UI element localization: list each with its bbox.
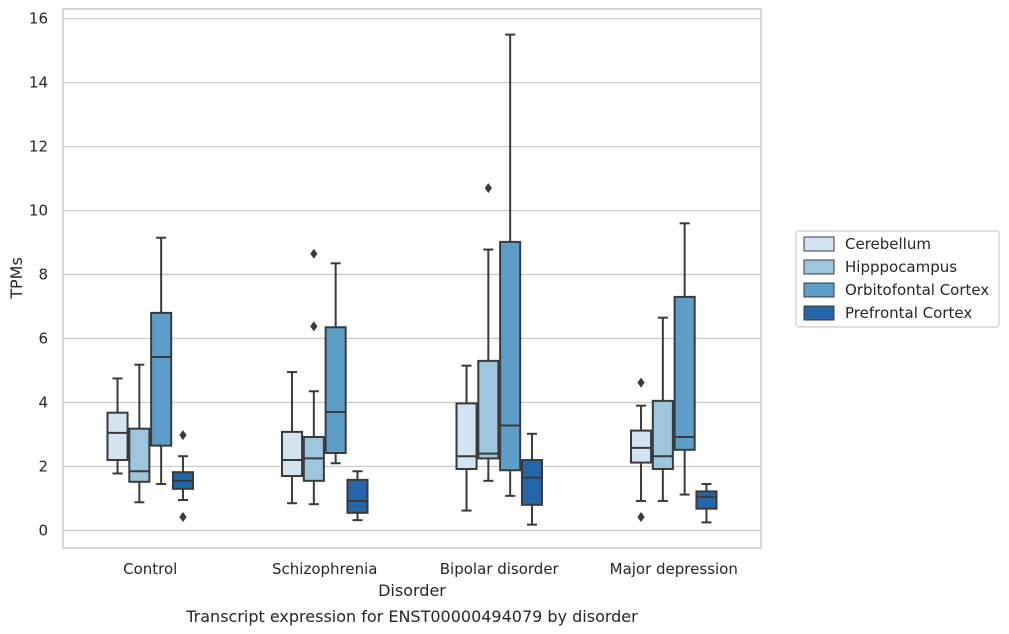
x-tick-labels: Control Schizophrenia Bipolar disorder Majo… [123, 560, 738, 578]
legend-swatch-0 [803, 236, 835, 252]
chart-caption: Transcript expression for ENST0000049407… [185, 607, 638, 626]
outlier-1 [310, 321, 318, 332]
outlier-1 [637, 511, 645, 522]
x-tick-label-0: Control [123, 560, 177, 578]
legend-label-1: Hipppocampus [845, 258, 957, 276]
y-tick-label-1: 2 [38, 457, 48, 475]
y-tick-label-6: 12 [29, 138, 48, 156]
legend: Cerebellum Hipppocampus Orbitofontal Corte… [795, 230, 1000, 328]
x-tick-label-1: Schizophrenia [272, 560, 377, 578]
outlier-0 [179, 430, 187, 441]
box-body [695, 490, 718, 510]
box-body [499, 240, 522, 472]
outlier-0 [637, 377, 645, 388]
box-body [346, 478, 369, 514]
y-tick-label-2: 4 [38, 393, 48, 411]
box-3-1 [651, 316, 674, 502]
box-2-0 [455, 364, 478, 512]
y-tick-label-0: 0 [38, 521, 48, 539]
box-1-0 [280, 371, 304, 505]
x-tick-label-2: Bipolar disorder [440, 560, 560, 578]
y-tick-label-4: 8 [38, 266, 48, 284]
box-body [280, 430, 304, 478]
box-body [673, 295, 696, 451]
box-body [520, 459, 544, 506]
box-body [106, 411, 129, 462]
y-tick-label-8: 16 [29, 10, 48, 28]
box-body [455, 402, 478, 470]
legend-label-0: Cerebellum [845, 235, 931, 253]
box-1-1 [302, 248, 325, 506]
outlier-0 [484, 183, 492, 194]
outlier-0 [310, 248, 318, 259]
box-body [324, 326, 347, 454]
box-body [629, 429, 653, 464]
box-body [651, 399, 674, 470]
box-2-3 [520, 432, 544, 526]
box-3-2 [673, 222, 696, 496]
y-tick-label-7: 14 [29, 74, 48, 92]
box-2-2 [499, 33, 522, 497]
y-tick-label-3: 6 [38, 329, 48, 347]
box-3-3 [695, 483, 718, 524]
box-0-3 [171, 430, 195, 522]
x-tick-label-3: Major depression [610, 560, 738, 578]
legend-frame [795, 230, 1000, 328]
box-1-2 [324, 262, 347, 465]
box-body [150, 311, 173, 447]
legend-swatch-2 [803, 282, 835, 298]
y-tick-label-5: 10 [29, 202, 48, 220]
x-axis-title: Disorder [378, 581, 446, 600]
legend-swatch-3 [803, 305, 835, 321]
box-0-1 [128, 363, 151, 504]
outlier-1 [179, 511, 187, 522]
box-body [128, 427, 151, 483]
box-0-2 [150, 236, 173, 486]
box-3-0 [629, 377, 653, 522]
y-axis-title: TPMs [7, 257, 26, 300]
legend-label-3: Prefrontal Cortex [845, 304, 972, 322]
box-0-0 [106, 377, 129, 475]
legend-swatch-1 [803, 259, 835, 275]
box-body [477, 359, 500, 460]
legend-label-2: Orbitofontal Cortex [845, 281, 989, 299]
box-1-3 [346, 470, 369, 522]
plot-frame [62, 8, 762, 549]
gridlines [63, 17, 761, 532]
box-2-1 [477, 183, 500, 482]
box-plots [106, 33, 718, 526]
y-tick-labels: 0 2 4 6 8 10 12 14 16 [29, 10, 48, 540]
